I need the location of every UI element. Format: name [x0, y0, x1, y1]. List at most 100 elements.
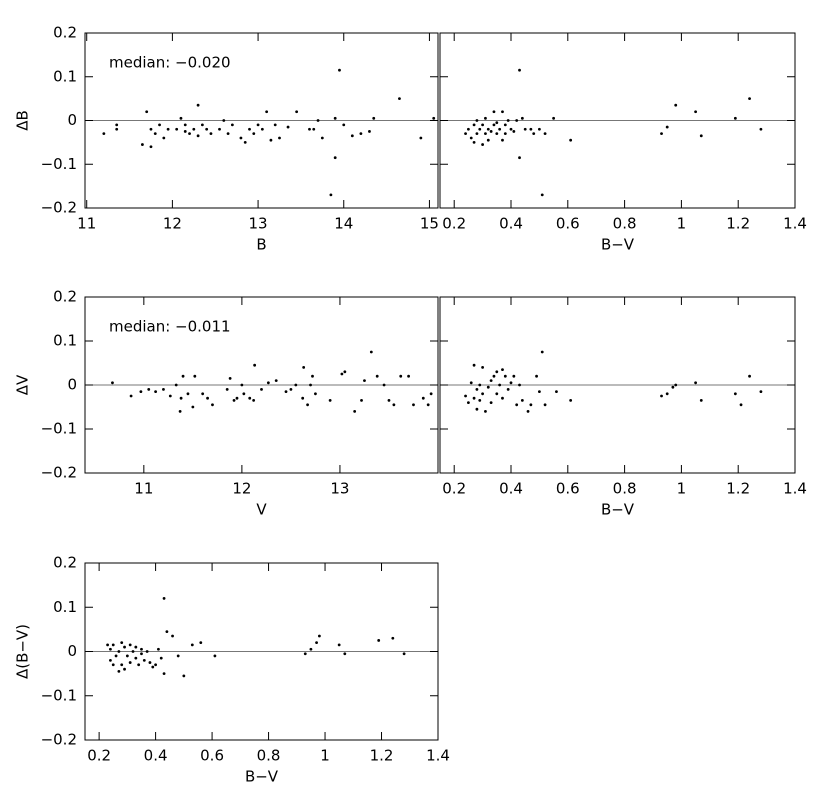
- data-point: [315, 641, 318, 645]
- data-point: [699, 399, 703, 402]
- x-tick-label: 12: [163, 215, 182, 233]
- data-point: [515, 119, 519, 122]
- x-axis-label: B−V: [245, 768, 279, 786]
- data-point: [338, 68, 341, 72]
- data-point: [501, 138, 504, 142]
- data-point: [158, 123, 161, 127]
- data-point: [481, 143, 484, 146]
- data-point: [481, 392, 484, 396]
- x-tick-label: 0.8: [257, 747, 281, 765]
- x-tick-label: 0.8: [613, 215, 637, 233]
- data-point: [733, 116, 737, 120]
- y-tick-label: 0.1: [53, 332, 77, 350]
- data-point: [142, 658, 146, 662]
- data-point: [481, 366, 484, 369]
- data-point: [375, 374, 379, 378]
- x-tick-label: 14: [334, 215, 353, 233]
- data-point: [429, 392, 433, 396]
- data-point: [518, 68, 521, 72]
- data-point: [148, 661, 152, 664]
- data-point: [333, 116, 337, 120]
- data-point: [111, 643, 115, 647]
- data-point: [518, 383, 521, 387]
- data-point: [495, 370, 499, 374]
- data-point: [518, 156, 521, 160]
- data-point: [115, 127, 119, 131]
- data-point: [486, 138, 490, 142]
- x-tick-label: 0.2: [87, 747, 111, 765]
- data-point: [154, 390, 158, 393]
- data-point: [222, 119, 226, 122]
- data-point: [186, 392, 190, 396]
- data-point: [492, 123, 496, 127]
- data-point: [495, 121, 499, 125]
- data-point: [478, 127, 482, 131]
- data-point: [175, 127, 179, 131]
- data-point: [398, 97, 401, 101]
- data-point: [286, 125, 290, 129]
- data-point: [748, 374, 751, 378]
- data-point: [569, 138, 573, 142]
- x-axis-label: B−V: [601, 501, 635, 519]
- data-point: [206, 396, 209, 400]
- data-point: [569, 399, 573, 402]
- data-point: [311, 374, 314, 378]
- data-point: [492, 374, 496, 378]
- data-point: [145, 650, 149, 653]
- data-point: [218, 127, 221, 131]
- x-tick-label: 13: [249, 215, 268, 233]
- data-point: [145, 110, 149, 114]
- data-point: [552, 116, 555, 120]
- y-tick-label: 0.1: [53, 598, 77, 616]
- data-point: [432, 116, 436, 120]
- data-point: [226, 132, 230, 136]
- data-point: [196, 103, 200, 107]
- x-tick-label: 1: [320, 747, 330, 765]
- data-point: [359, 132, 363, 136]
- data-point: [190, 643, 194, 647]
- data-point: [495, 132, 499, 136]
- x-tick-label: 1: [677, 215, 687, 233]
- data-point: [235, 396, 239, 400]
- data-point: [131, 650, 135, 653]
- data-point: [102, 132, 106, 136]
- data-point: [748, 97, 751, 101]
- data-point: [182, 674, 186, 678]
- data-point: [166, 127, 170, 131]
- data-point: [481, 123, 484, 127]
- x-tick-label: 1.2: [370, 747, 394, 765]
- data-point: [314, 392, 317, 396]
- data-point: [213, 654, 217, 658]
- data-point: [674, 103, 678, 107]
- x-tick-label: 1: [677, 480, 687, 498]
- data-point: [225, 388, 229, 391]
- data-point: [495, 392, 499, 396]
- data-point: [125, 654, 129, 658]
- data-point: [484, 132, 487, 136]
- x-axis-label: B: [256, 236, 266, 254]
- data-point: [181, 374, 185, 378]
- data-point: [111, 663, 115, 667]
- data-point: [520, 116, 524, 120]
- data-point: [555, 390, 558, 393]
- y-tick-label: 0.2: [53, 288, 77, 306]
- y-axis-label: ΔV: [14, 374, 32, 395]
- x-tick-label: 0.2: [442, 480, 466, 498]
- data-point: [140, 652, 143, 656]
- data-point: [467, 127, 470, 131]
- data-point: [295, 110, 299, 114]
- data-point: [665, 125, 669, 129]
- data-point: [111, 381, 114, 385]
- data-point: [478, 399, 482, 402]
- data-point: [193, 374, 197, 378]
- data-point: [535, 374, 538, 378]
- data-point: [129, 394, 133, 398]
- data-point: [674, 383, 678, 387]
- data-point: [343, 652, 347, 656]
- data-point: [109, 658, 112, 662]
- data-point: [660, 394, 663, 398]
- data-point: [392, 403, 396, 407]
- data-point: [498, 127, 502, 131]
- data-point: [260, 127, 264, 131]
- data-point: [353, 410, 357, 413]
